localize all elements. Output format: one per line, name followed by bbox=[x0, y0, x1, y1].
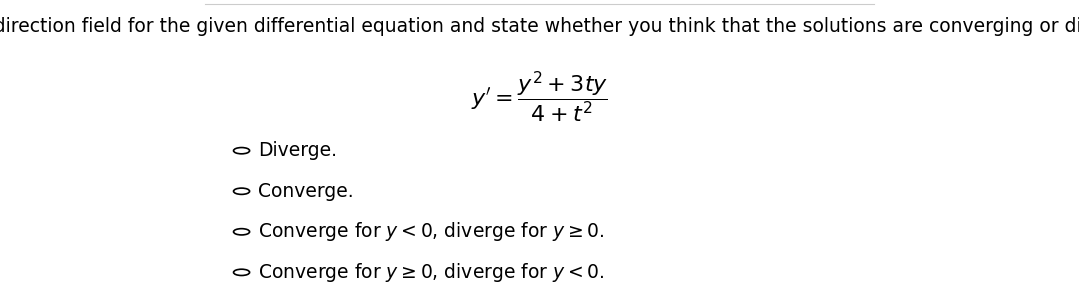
Text: Diverge.: Diverge. bbox=[258, 141, 338, 160]
Text: $y' = \dfrac{y^2 + 3ty}{4 + t^2}$: $y' = \dfrac{y^2 + 3ty}{4 + t^2}$ bbox=[470, 69, 609, 125]
Text: Converge for $y < 0$, diverge for $y \geq 0$.: Converge for $y < 0$, diverge for $y \ge… bbox=[258, 220, 604, 243]
Text: Converge.: Converge. bbox=[258, 182, 354, 201]
Text: Draw a direction field for the given differential equation and state whether you: Draw a direction field for the given dif… bbox=[0, 17, 1079, 36]
Text: Converge for $y \geq 0$, diverge for $y < 0$.: Converge for $y \geq 0$, diverge for $y … bbox=[258, 261, 604, 284]
